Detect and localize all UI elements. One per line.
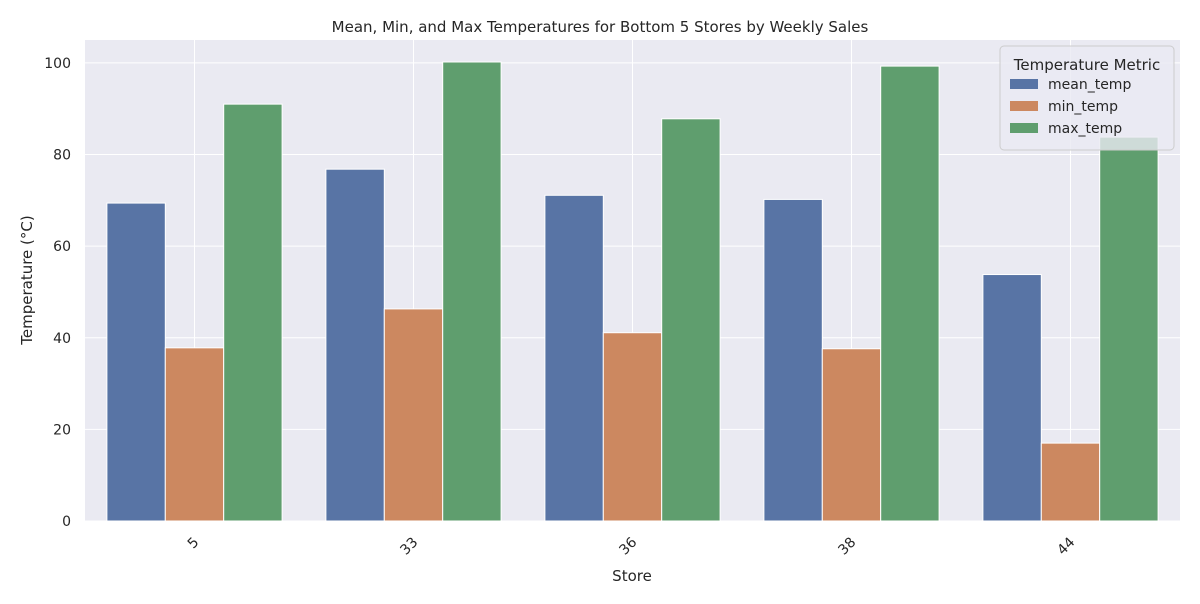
legend-label-mean_temp: mean_temp (1048, 77, 1131, 93)
bar-mean_temp-store-38 (763, 198, 823, 522)
legend-title: Temperature Metric (1013, 56, 1160, 74)
bar-max_temp-store-33 (442, 61, 502, 522)
y-tick-label: 80 (53, 148, 71, 164)
bar-mean_temp-store-36 (544, 194, 604, 522)
legend-items: mean_temp min_temp max_temp (1010, 77, 1131, 137)
bar-min_temp-store-5 (164, 347, 225, 522)
x-tick-label: 5 (185, 535, 203, 553)
legend-swatch-max_temp (1010, 123, 1038, 133)
bar-min_temp-store-36 (602, 332, 663, 522)
x-tick-label: 33 (397, 535, 421, 559)
bar-mean_temp-store-33 (325, 168, 385, 522)
axes: 0 20 40 60 80 100 5 33 36 38 44 (44, 56, 1078, 559)
x-tick-label: 36 (616, 534, 640, 558)
y-axis-label: Temperature (°C) (18, 215, 36, 345)
bar-max_temp-store-5 (223, 103, 283, 522)
bar-min_temp-store-38 (821, 348, 882, 522)
bar-max_temp-store-36 (661, 118, 721, 522)
bars (106, 61, 1159, 522)
legend-swatch-min_temp (1010, 101, 1038, 111)
legend-box (999, 45, 1175, 151)
bar-min_temp-store-44 (1040, 442, 1101, 522)
bar-max_temp-store-44 (1099, 136, 1159, 522)
x-axis-label: Store (612, 567, 652, 585)
y-tick-label: 60 (53, 239, 71, 255)
y-tick-label: 0 (62, 514, 71, 530)
bar-mean_temp-store-5 (106, 202, 166, 522)
y-tick-label: 100 (44, 56, 71, 72)
chart-title: Mean, Min, and Max Temperatures for Bott… (332, 18, 869, 36)
legend: Temperature Metric mean_temp min_temp max_… (999, 45, 1175, 151)
x-tick-label: 44 (1054, 534, 1078, 558)
legend-label-max_temp: max_temp (1048, 121, 1122, 137)
legend-label-min_temp: min_temp (1048, 99, 1118, 115)
legend-swatch-mean_temp (1010, 79, 1038, 89)
bar-mean_temp-store-44 (982, 274, 1042, 522)
bar-max_temp-store-38 (880, 65, 940, 522)
y-tick-label: 20 (53, 422, 71, 438)
y-tick-label: 40 (53, 331, 71, 347)
x-tick-label: 38 (835, 535, 859, 559)
bar-min_temp-store-33 (383, 308, 444, 522)
